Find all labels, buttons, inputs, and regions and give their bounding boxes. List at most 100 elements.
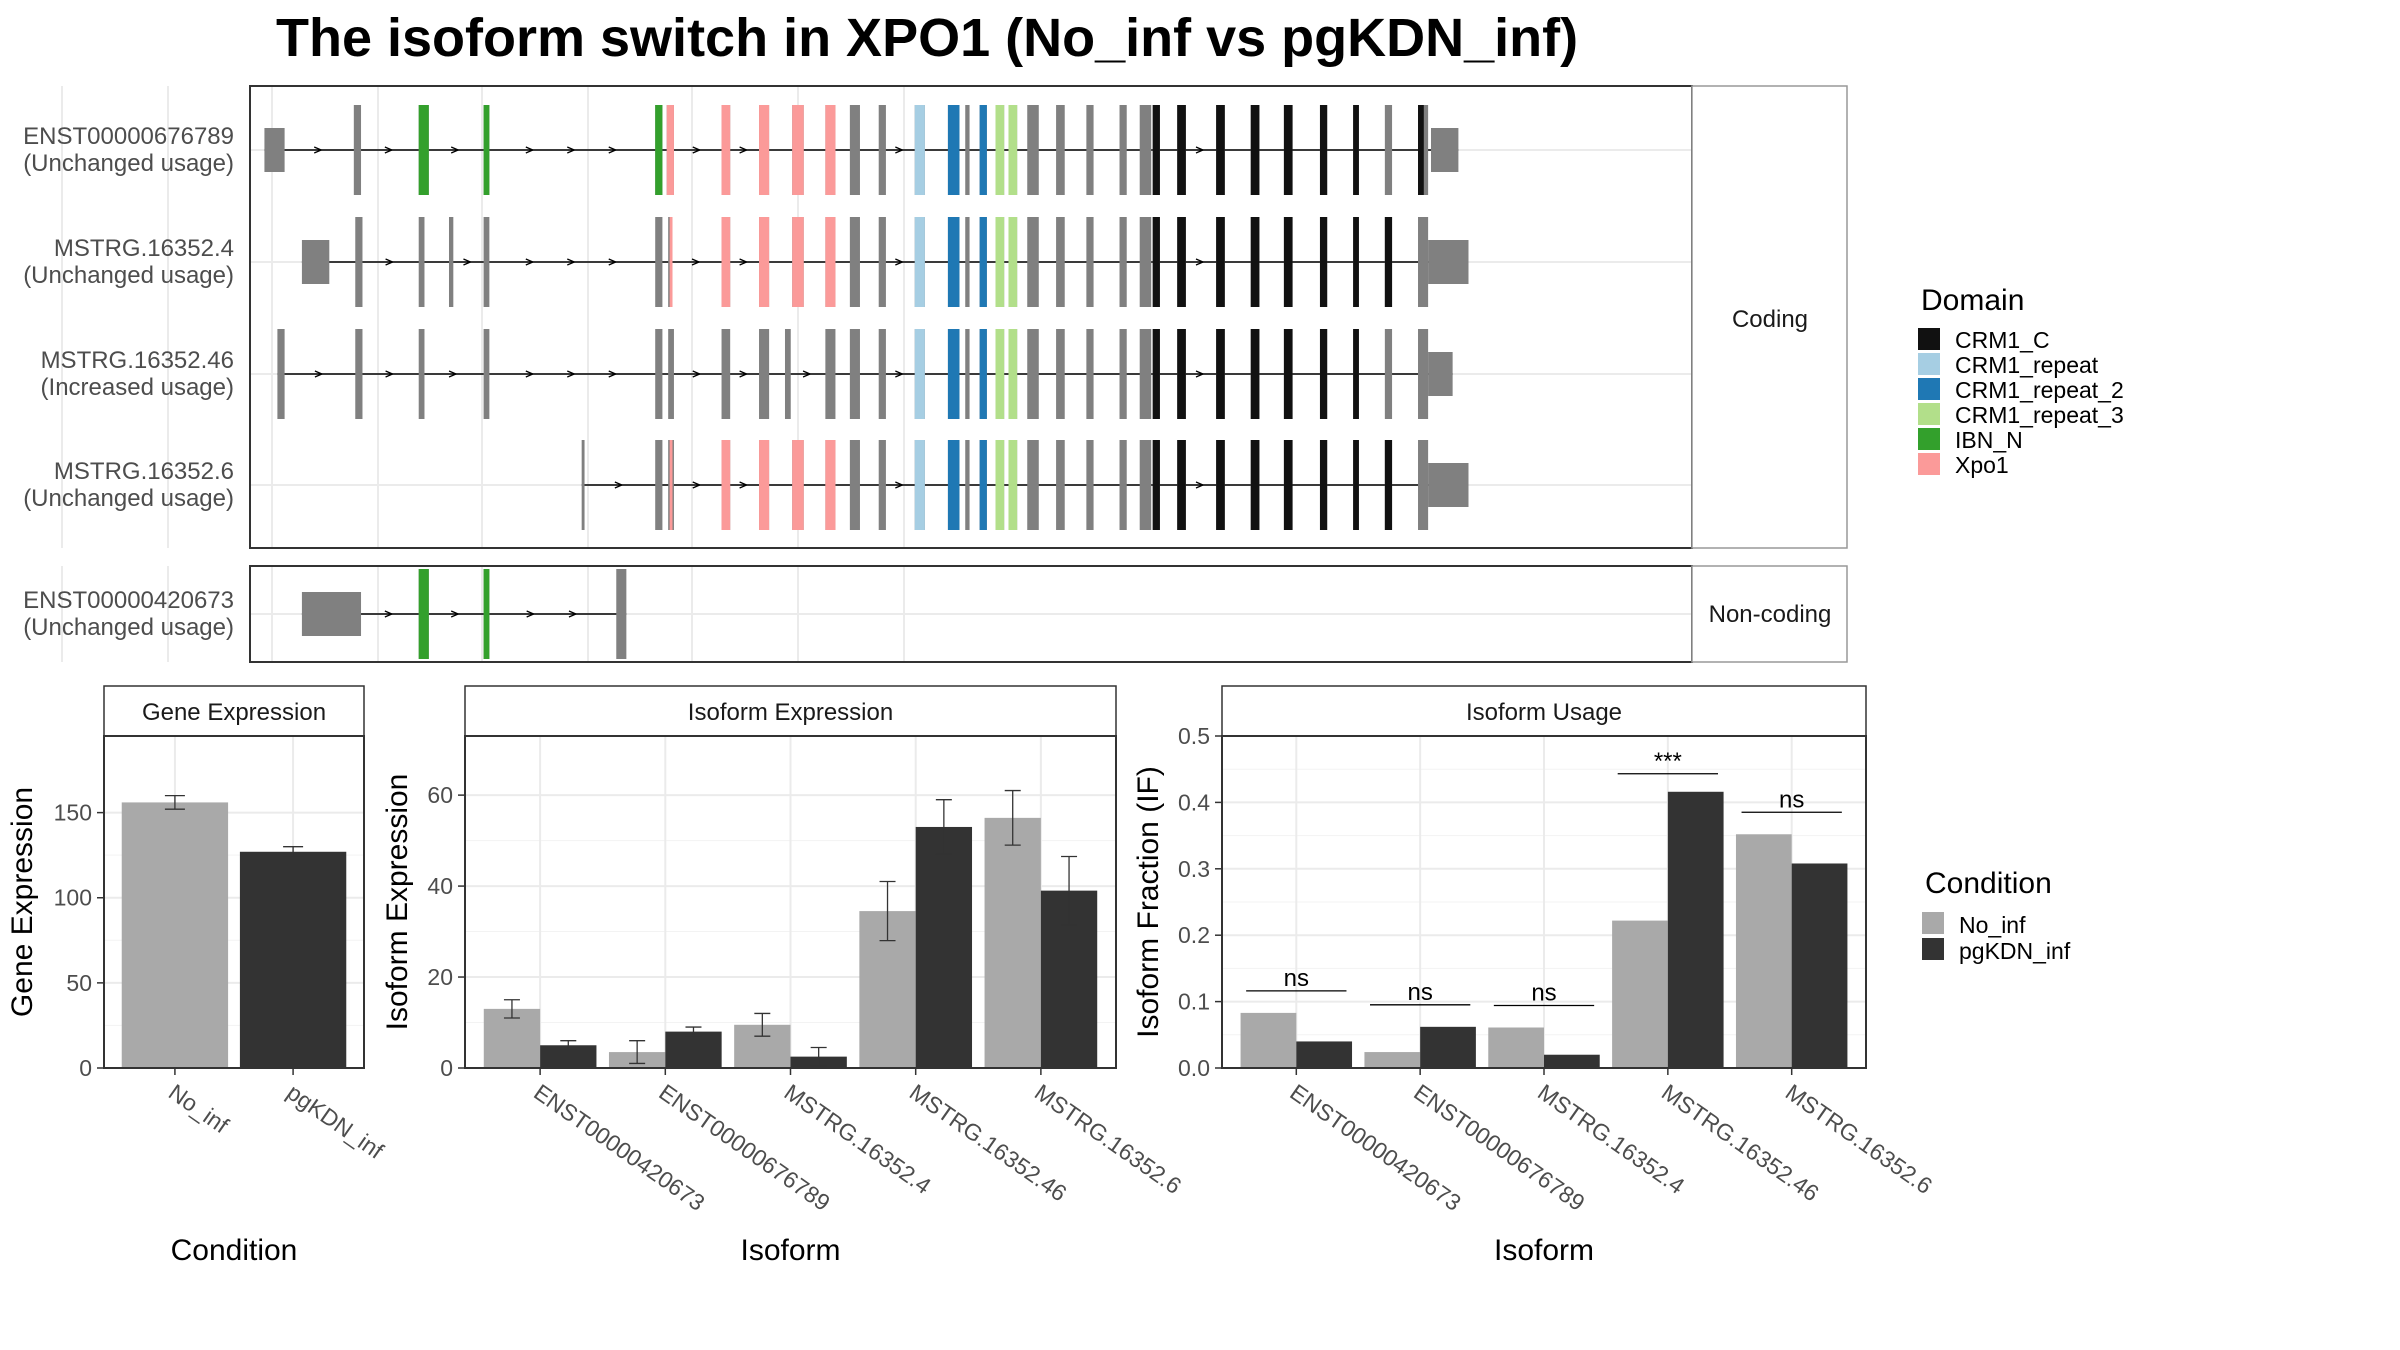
domain-crm1-repeat-2 [979,217,987,307]
exon [849,105,860,195]
isoform-label: MSTRG.16352.6 [54,458,234,485]
intron-arrow [739,481,749,489]
domain-crm1-repeat-2 [979,329,987,419]
legend-swatch-crm1-repeat [1918,353,1940,375]
intron-arrow [313,146,323,154]
intron-arrow [608,146,618,154]
domain-crm1-c [1152,105,1160,195]
intron-arrow [895,481,904,489]
isoform-track: ENST00000676789(Unchanged usage) [23,105,1459,195]
intron-arrow [614,481,624,489]
exon [965,440,970,530]
exon [759,329,770,419]
exon [1056,217,1065,307]
intron-arrow [692,146,702,154]
domain-crm1-c [1319,440,1328,530]
domain-crm1-c [1283,217,1293,307]
exon [1119,105,1127,195]
isoform-track: MSTRG.16352.4(Unchanged usage) [23,217,1469,307]
exon [301,240,330,284]
intron-arrow [448,370,458,378]
bar [1488,1027,1544,1068]
y-tick-label: 40 [427,873,453,899]
panel-strip [464,685,1117,737]
domain-crm1-repeat-3 [995,217,1005,307]
panel-title: Gene Expression [142,699,326,726]
bar [1735,834,1792,1068]
domain-crm1-c [1319,329,1328,419]
intron-arrow [385,370,395,378]
isoform-track: MSTRG.16352.46(Increased usage) [41,329,1453,419]
bar [239,851,347,1068]
isoform-track: ENST00000420673(Unchanged usage) [23,569,627,659]
domain-crm1-repeat-3 [1008,440,1018,530]
intron-arrow [739,370,749,378]
exon [1418,329,1429,419]
y-tick-label: 0 [440,1055,453,1081]
exon [1086,329,1094,419]
domain-xpo1 [825,217,836,307]
exon [264,128,285,172]
significance-label: ns [1779,786,1804,813]
intron-arrow [895,146,904,154]
facet-strip [1691,85,1848,549]
isoform-usage-chart: Isoform Usage ns ns ns *** ns 0.0 0.1 0.2 0.3 0.4 0… [1132,685,1937,1267]
y-tick-label: 50 [66,970,92,996]
domain-crm1-repeat-2 [947,217,960,307]
domain-xpo1 [792,217,804,307]
exon [353,105,362,195]
bar [1240,1012,1297,1068]
exon [668,329,674,419]
exon [849,217,860,307]
isoform-expression-chart: Isoform Expression0204060ENST00000420673… [381,685,1186,1267]
exon [448,217,454,307]
exon [1428,352,1453,396]
y-tick-label: 0 [79,1055,92,1081]
domain-xpo1 [759,105,770,195]
exon [1384,329,1393,419]
domain-crm1-c [1384,440,1393,530]
exon [301,592,362,636]
intron-arrow [567,146,576,154]
y-tick-label: 0.3 [1178,856,1210,882]
panel-border [103,735,365,1069]
exon [1027,105,1039,195]
exon [1086,440,1094,530]
exon [1119,329,1127,419]
exon [1027,440,1039,530]
domain-xpo1 [669,440,673,530]
isoform-track: MSTRG.16352.6(Unchanged usage) [23,440,1469,530]
facet-label-noncoding: Non-coding [1709,601,1832,628]
bar [121,802,229,1068]
intron-arrow [608,258,618,266]
bar [1667,791,1724,1068]
intron-arrow [385,258,395,266]
domain-ibn-n [418,105,429,195]
domain-xpo1 [669,217,673,307]
x-axis-label: Isoform [740,1234,840,1267]
domain-xpo1 [792,105,804,195]
exon [1139,105,1152,195]
exon [1139,329,1152,419]
significance-label: ns [1284,965,1309,992]
legend-label: Xpo1 [1955,452,2009,478]
exon [581,440,585,530]
domain-crm1-c [1152,217,1160,307]
y-tick-label: 60 [427,782,453,808]
domain-crm1-c [1319,105,1328,195]
bar [984,817,1041,1068]
legend-label: CRM1_C [1955,327,2050,353]
legend-swatch-crm1-repeat-3 [1918,403,1940,425]
isoform-label: MSTRG.16352.46 [41,347,234,374]
domain-crm1-repeat-2 [979,440,987,530]
domain-crm1-repeat-3 [1008,217,1018,307]
domain-crm1-c [1250,440,1260,530]
exon [825,329,836,419]
bar [1364,1052,1421,1068]
x-axis-label: Isoform [1494,1234,1594,1267]
exon [655,440,663,530]
main-title: The isoform switch in XPO1 (No_inf vs pg… [276,8,1578,68]
isoform-usage-label: (Unchanged usage) [23,150,234,177]
significance-label: ns [1531,979,1556,1006]
domain-legend-title: Domain [1921,284,2024,317]
